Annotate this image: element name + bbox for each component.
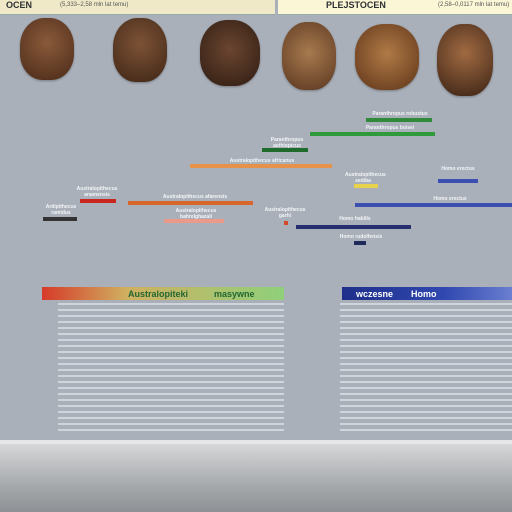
bar-rudolfensis: [354, 241, 366, 245]
bar-sediba: [354, 184, 378, 188]
floor-area: [0, 444, 512, 512]
right-text-block: [340, 303, 512, 433]
hominin-face: [200, 20, 260, 86]
label-rudolfensis: Homo rudolfensis: [339, 234, 383, 240]
left-text-block: [58, 303, 284, 433]
hominin-face: [282, 22, 336, 90]
pleistocene-band: PLEJSTOCEN (2,58–0,0117 mln lat temu): [278, 0, 512, 15]
label-erectus-top: Homo erectus: [441, 166, 475, 172]
timeline-poster: OCEN (5,333–2,58 mln lat temu) PLEJSTOCE…: [0, 0, 512, 440]
label-robustus: Paranthropus robustus: [372, 111, 428, 117]
label-habilis: Homo habilis: [339, 216, 371, 222]
left-era-range: (5,333–2,58 mln lat temu): [60, 2, 129, 8]
bar-erectus: [355, 203, 512, 207]
label-sediba: Australopithecus sediba: [345, 172, 386, 184]
bar-africanus: [190, 164, 332, 168]
label-afarensis: Australopithecus afarensis: [162, 194, 228, 200]
bar-robustus: [366, 118, 432, 122]
pliocene-band: OCEN (5,333–2,58 mln lat temu): [0, 0, 275, 15]
right-era-title: PLEJSTOCEN: [326, 0, 386, 10]
bar-habilis: [296, 225, 411, 229]
bar-afarensis: [128, 201, 253, 205]
hominin-face: [355, 24, 419, 90]
hominin-face: [20, 18, 74, 80]
bar-ramidus: [43, 217, 77, 221]
left-section-header: Australopiteki masywne: [42, 287, 284, 300]
label-aethiopicus: Paranthropus aethiopicus: [270, 137, 304, 149]
label-africanus: Australopithecus africanus: [229, 158, 295, 164]
label-ramidus: Ardipithecus ramidus: [45, 204, 77, 216]
label-boisei: Paranthropus boisei: [365, 125, 415, 131]
right-section-prefix: wczesne: [356, 288, 394, 299]
poster-frame-edge: [0, 440, 512, 444]
label-erectus: Homo erectus: [433, 196, 467, 202]
label-garhi: Australopithecus garhi: [264, 207, 306, 219]
label-bahrelghazali: Australopithecus bahrelghazali: [175, 208, 217, 220]
right-section-title: Homo: [411, 288, 437, 299]
bar-bahrelghazali: [164, 219, 224, 223]
left-section-title: Australopiteki: [128, 288, 189, 299]
right-era-range: (2,58–0,0117 mln lat temu): [438, 2, 510, 8]
right-section-header: wczesne Homo: [342, 287, 512, 300]
left-section-suffix: masywne: [214, 288, 255, 299]
bar-garhi: [284, 221, 288, 225]
hominin-face: [437, 24, 493, 96]
label-anamensis: Australopithecus anamensis: [76, 186, 118, 198]
bar-anamensis: [80, 199, 116, 203]
bar-aethiopicus: [262, 148, 308, 152]
left-era-title: OCEN: [6, 0, 33, 10]
bar-boisei: [310, 132, 435, 136]
hominin-face: [113, 18, 167, 82]
bar-erectus-top: [438, 179, 478, 183]
